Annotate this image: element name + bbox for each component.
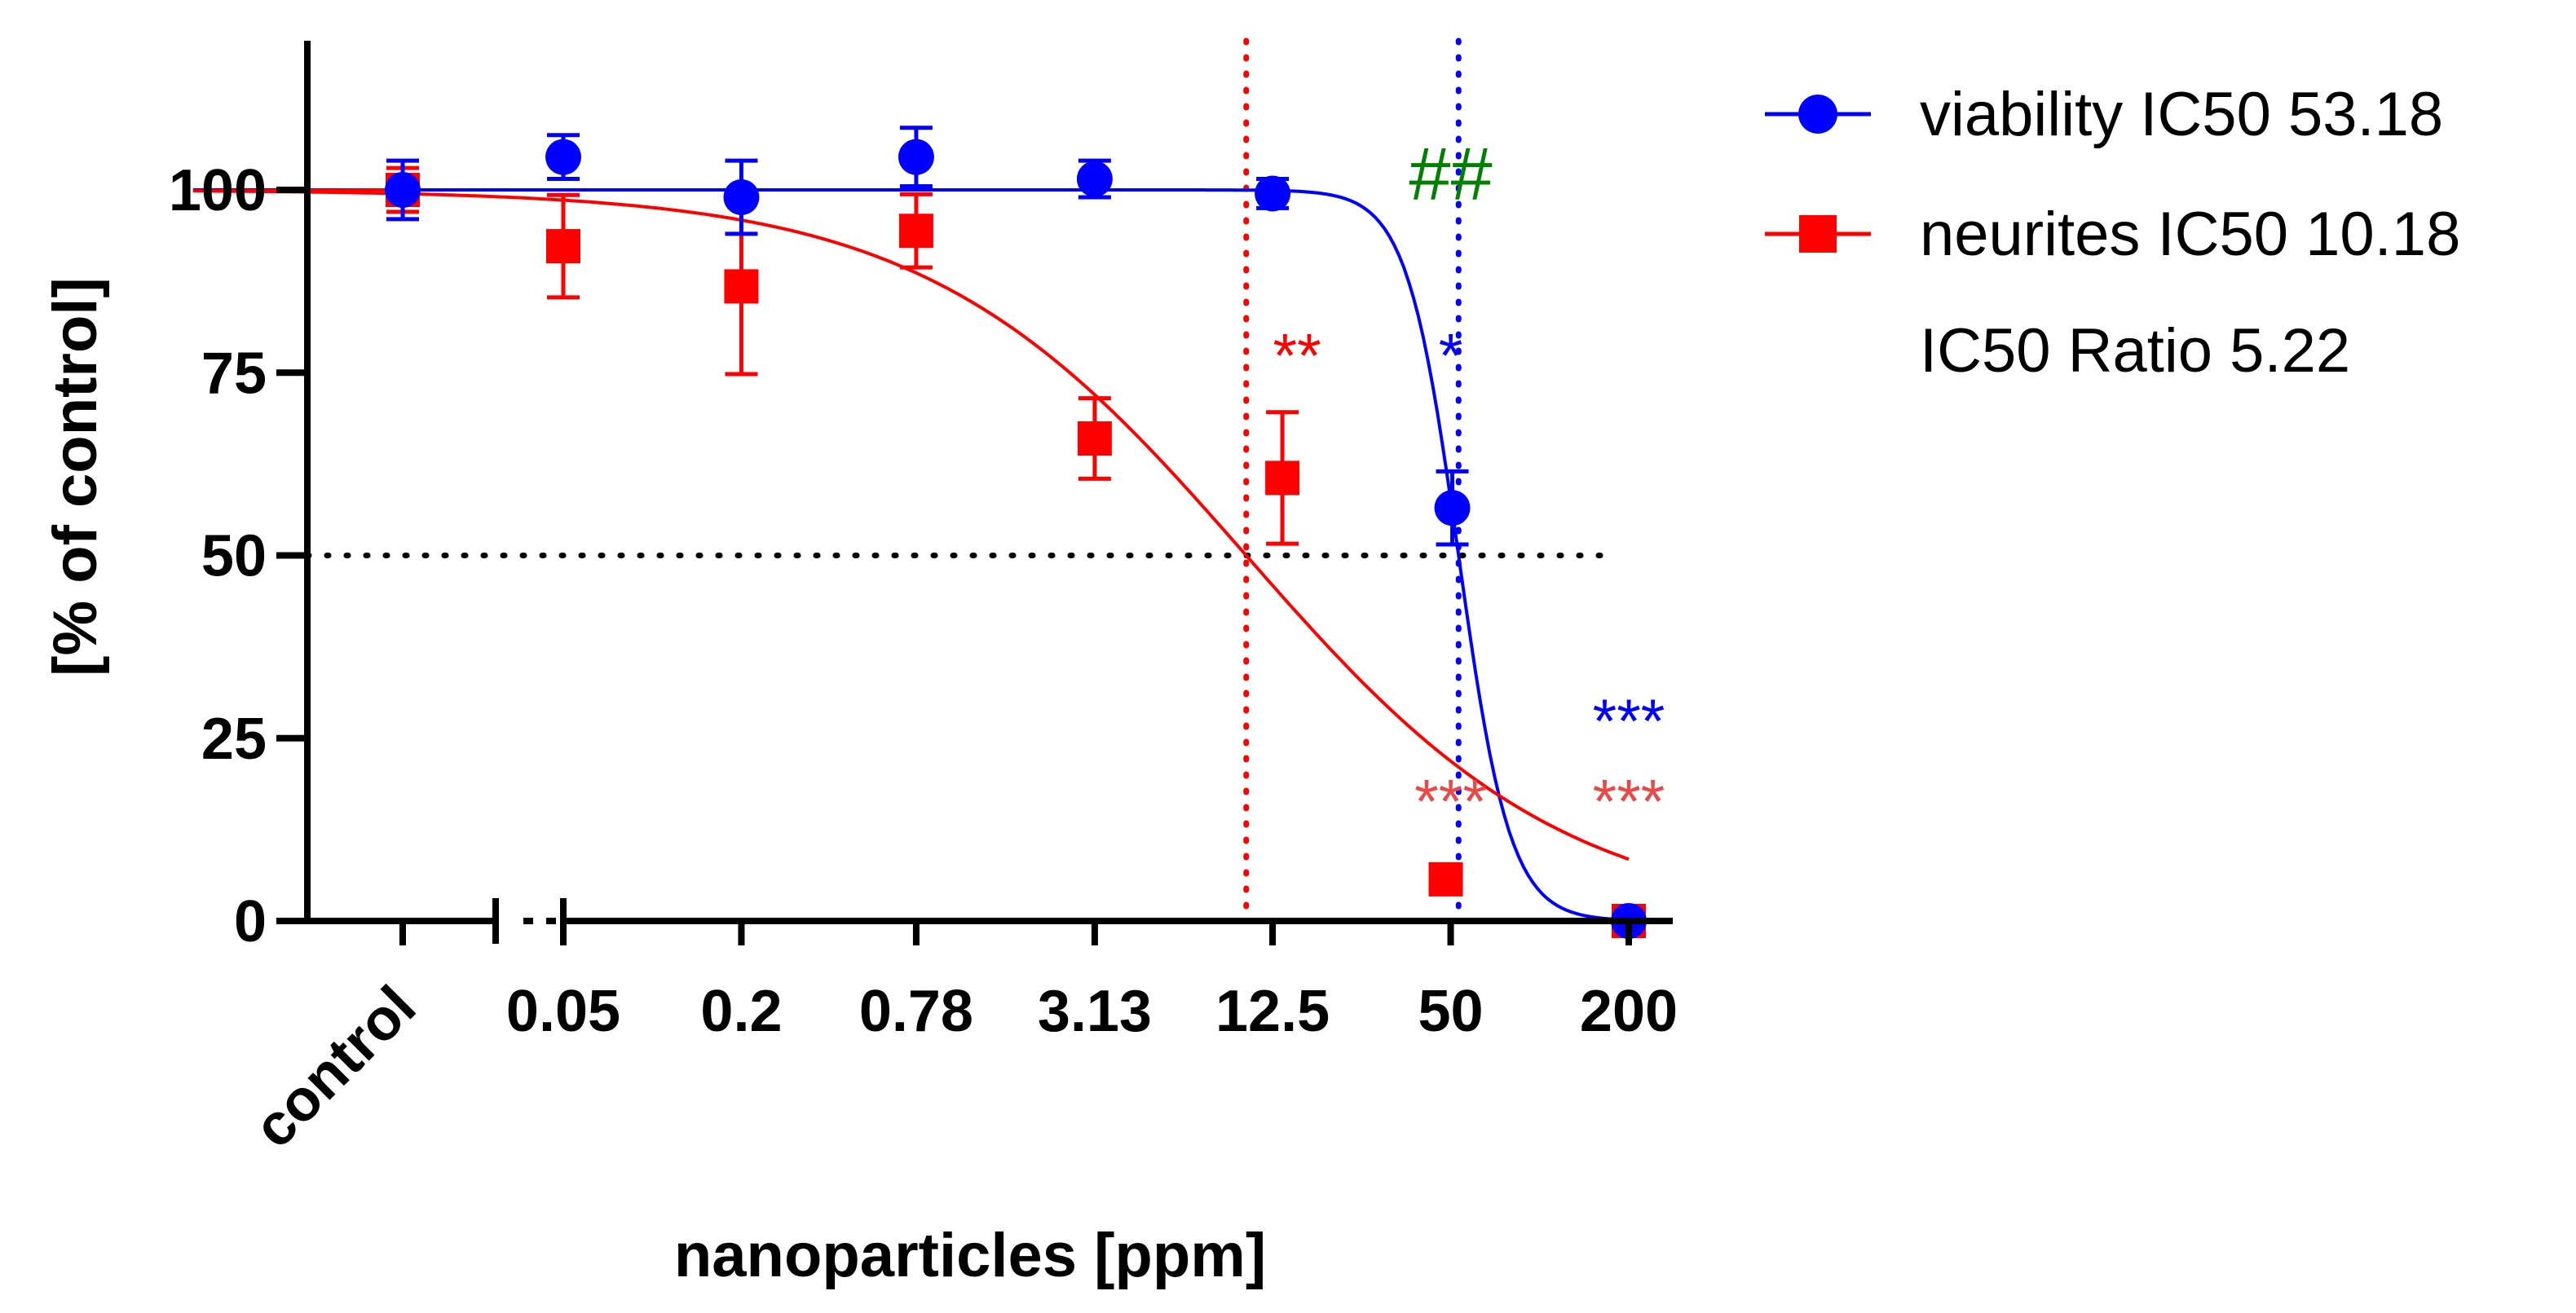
x-tick-label-0.78: 0.78 [859,979,973,1044]
legend-marker-1 [1799,215,1837,253]
data-point-1-12.5 [1265,460,1300,496]
y-tick-label-100: 100 [169,158,267,223]
x-tick-label-0.2: 0.2 [700,979,782,1044]
fit-curve-1 [192,188,1630,861]
y-tick-label-0: 0 [234,889,267,954]
data-point-0-3.13 [1076,161,1113,197]
annotation-4: *** [1593,687,1665,756]
x-tick-label-50: 50 [1418,979,1483,1044]
x-tick-label-3.13: 3.13 [1038,979,1152,1044]
data-point-1-0.2 [724,269,759,304]
annotation-3: *** [1414,768,1487,837]
data-point-1-50 [1428,861,1463,897]
data-point-1-0.78 [898,214,933,249]
data-point-0-0.05 [545,139,581,175]
annotation-1: * [1439,321,1463,390]
y-axis-title: [% of control] [41,277,110,676]
data-point-0-0.2 [723,178,760,215]
y-tick-label-50: 50 [201,524,267,589]
data-point-1-3.13 [1077,421,1112,456]
annotation-5: *** [1593,768,1665,837]
annotation-2: ## [1409,133,1492,216]
x-tick-label-200: 200 [1580,979,1678,1044]
data-point-0-12.5 [1255,175,1291,212]
y-tick-label-75: 75 [201,341,267,406]
x-tick-label-12.5: 12.5 [1215,979,1330,1044]
legend: viability IC50 53.18 neurites IC50 10.18 I… [1765,80,2460,386]
legend-label-0: viability IC50 53.18 [1920,80,2443,149]
annotation-0: ** [1273,321,1321,390]
data-point-0-control [385,172,421,208]
plot-area: ** *##********* [192,37,1665,939]
x-axis-title: nanoparticles [ppm] [674,1221,1266,1290]
legend-label-1: neurites IC50 10.18 [1920,200,2460,269]
axes: 0 25 50 75 100 control 0.05 0.2 0.78 3.13 12.5 50 20… [41,41,1678,1290]
x-tick-label-0.05: 0.05 [506,979,620,1044]
data-point-1-0.05 [546,229,580,264]
data-point-0-50 [1434,490,1471,527]
x-tick-label-control: control [241,974,428,1161]
legend-marker-0 [1798,95,1837,134]
data-point-0-0.78 [898,139,934,175]
fit-curve-0 [192,188,1630,922]
legend-ic50-ratio: IC50 Ratio 5.22 [1920,316,2350,386]
y-tick-label-25: 25 [201,707,267,772]
